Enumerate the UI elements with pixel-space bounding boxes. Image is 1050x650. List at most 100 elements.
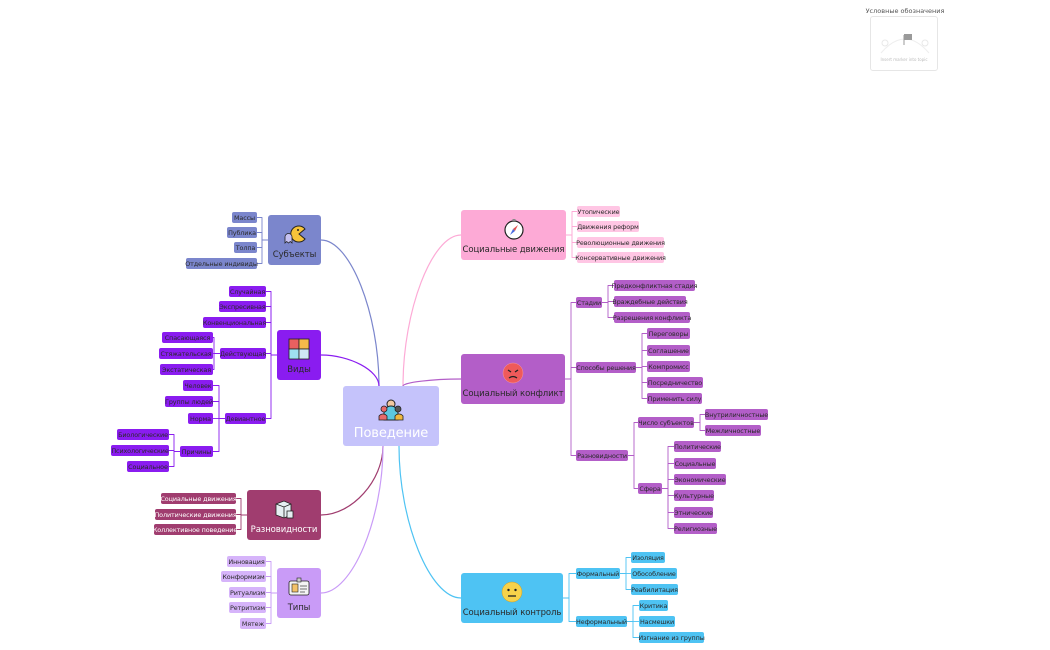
main-topic-types[interactable]: Типы (277, 568, 321, 618)
subtopic-branches-conflict-children-1-children-2[interactable]: Компромисс (647, 361, 690, 372)
subtopic-connector (628, 455, 638, 489)
topic-label: Причины (181, 447, 212, 456)
topic-label: Группы людей (165, 397, 213, 406)
subtopic-connector (636, 367, 647, 383)
subtopic-branches-subjects-children-0[interactable]: Массы (232, 212, 257, 223)
subtopic-branches-kinds-children-3-children-0[interactable]: Спасающаяся (162, 332, 213, 343)
subtopic-branches-conflict-children-1[interactable]: Способы решения (576, 362, 636, 373)
subtopic-branches-conflict-children-1-children-1[interactable]: Соглашение (647, 345, 690, 356)
topic-label: Реабилитация (631, 585, 678, 594)
subtopic-branches-conflict-children-2-children-1-children-5[interactable]: Религиозные (674, 523, 717, 534)
subtopic-branches-conflict-children-0-children-1[interactable]: Враждебные действия (612, 296, 688, 307)
subtopic-branches-conflict-children-2-children-0-children-0[interactable]: Внутриличностные (705, 409, 768, 420)
subtopic-branches-control-children-0-children-2[interactable]: Реабилитация (631, 584, 678, 595)
subtopic-branches-conflict-children-0-children-0[interactable]: Предконфликтная стадия (612, 280, 698, 291)
subtopic-branches-kinds-children-4-children-2[interactable]: Норма (188, 413, 213, 424)
central-topic[interactable]: Поведение (343, 386, 439, 446)
topic-label: Внутриличностные (704, 410, 769, 419)
subtopic-branches-control-children-0-children-1[interactable]: Обособление (631, 568, 677, 579)
subtopic-branches-kinds-children-4-children-3-children-1[interactable]: Психологические (111, 445, 169, 456)
topic-label: Соглашение (648, 346, 689, 355)
topic-label: Типы (287, 603, 311, 613)
subtopic-connector (563, 573, 576, 599)
branch-connector (320, 354, 380, 387)
subtopic-branches-types-children-3[interactable]: Ретритизм (229, 602, 266, 613)
subtopic-branches-kinds-children-4-children-3-children-0[interactable]: Биологические (117, 429, 169, 440)
subtopic-branches-movements-children-3[interactable]: Консервативные движения (575, 252, 666, 263)
subtopic-branches-conflict-children-2-children-0[interactable]: Число субъектов (638, 417, 694, 428)
subtopic-branches-control-children-0-children-0[interactable]: Изоляция (631, 552, 665, 563)
puzzle-icon (288, 338, 310, 360)
subtopic-branches-conflict-children-2-children-1-children-3[interactable]: Культурные (674, 490, 714, 501)
subtopic-branches-kinds-children-4-children-1[interactable]: Группы людей (165, 396, 213, 407)
subtopic-branches-types-children-2[interactable]: Ритуализм (229, 587, 266, 598)
subtopic-branches-subjects-children-2[interactable]: Толпа (234, 242, 257, 253)
subtopic-branches-conflict-children-2[interactable]: Разновидности (576, 450, 628, 461)
subtopic-branches-subjects-children-3[interactable]: Отдельные индивиды (185, 258, 258, 269)
subtopic-branches-conflict-children-0[interactable]: Стадии (576, 297, 602, 308)
subtopic-connector (257, 217, 268, 241)
subtopic-branches-conflict-children-2-children-1-children-1[interactable]: Социальные (674, 458, 716, 469)
subtopic-branches-conflict-children-1-children-0[interactable]: Переговоры (647, 328, 690, 339)
subtopic-branches-types-children-4[interactable]: Мятеж (240, 618, 266, 629)
subtopic-branches-control-children-1[interactable]: Неформальный (576, 616, 627, 627)
subtopic-branches-conflict-children-2-children-0-children-1[interactable]: Межличностные (705, 425, 761, 436)
subtopic-connector (257, 239, 268, 248)
subtopic-connector (266, 592, 277, 624)
subtopic-branches-control-children-1-children-2[interactable]: Изгнание из группы (638, 632, 705, 643)
subtopic-branches-kinds-children-4-children-3-children-2[interactable]: Социальное (127, 461, 169, 472)
topic-label: Разновидности (577, 451, 627, 460)
subtopic-branches-kinds-children-2[interactable]: Конвенциональная (203, 317, 266, 328)
subtopic-branches-kinds-children-4-children-3[interactable]: Причины (180, 446, 213, 457)
subtopic-branches-kinds-children-3[interactable]: Действующая (220, 348, 266, 359)
subtopic-branches-movements-children-1[interactable]: Движения реформ (577, 221, 639, 232)
subtopic-connector (266, 592, 277, 608)
topic-label: Изоляция (632, 553, 664, 562)
legend-panel[interactable]: Insert marker into topic (870, 16, 938, 71)
subtopic-branches-conflict-children-2-children-1-children-4[interactable]: Этнические (674, 507, 713, 518)
subtopic-branches-varieties-children-2[interactable]: Коллективное поведение (153, 524, 237, 535)
main-topic-control[interactable]: Социальный контроль (461, 573, 563, 623)
subtopic-branches-types-children-1[interactable]: Конформизм (221, 571, 266, 582)
subtopic-branches-types-children-0[interactable]: Инновация (227, 556, 266, 567)
subtopic-branches-control-children-1-children-0[interactable]: Критика (639, 600, 668, 611)
topic-label: Политические движения (154, 510, 237, 519)
main-topic-kinds[interactable]: Виды (277, 330, 321, 380)
topic-label: Неформальный (576, 617, 627, 626)
subtopic-branches-conflict-children-1-children-3[interactable]: Посредничество (647, 377, 703, 388)
people-icon (378, 396, 404, 422)
main-topic-varieties[interactable]: Разновидности (247, 490, 321, 540)
id-card-icon (288, 576, 310, 598)
topic-label: Субъекты (272, 250, 317, 260)
branch-connector (320, 239, 380, 387)
main-topic-conflict[interactable]: Социальный конфликт (461, 354, 565, 404)
subtopic-branches-movements-children-2[interactable]: Революционные движения (576, 237, 665, 248)
subtopic-branches-conflict-children-1-children-4[interactable]: Применить силу (647, 393, 702, 404)
subtopic-branches-kinds-children-1[interactable]: Экспресивная (219, 301, 266, 312)
subtopic-branches-subjects-children-1[interactable]: Публика (227, 227, 257, 238)
subtopic-branches-conflict-children-0-children-2[interactable]: Разрешения конфликта (612, 312, 692, 323)
subtopic-branches-conflict-children-2-children-1[interactable]: Сфера (638, 483, 662, 494)
subtopic-branches-movements-children-0[interactable]: Утопические (577, 206, 620, 217)
subtopic-branches-kinds-children-3-children-1[interactable]: Стяжательская (159, 348, 213, 359)
main-topic-subjects[interactable]: Субъекты (268, 215, 321, 265)
subtopic-branches-kinds-children-0[interactable]: Случайная (229, 286, 266, 297)
subtopic-branches-kinds-children-4-children-0[interactable]: Человек (183, 380, 213, 391)
subtopic-branches-control-children-1-children-1[interactable]: Насмешки (639, 616, 675, 627)
subtopic-connector (620, 557, 631, 574)
subtopic-branches-varieties-children-0[interactable]: Социальные движения (160, 493, 237, 504)
branch-connector (402, 234, 462, 387)
main-topic-movements[interactable]: Социальные движения (461, 210, 566, 260)
subtopic-branches-kinds-children-3-children-2[interactable]: Экстатическая (160, 364, 213, 375)
pacman-icon (284, 223, 306, 245)
topic-label: Толпа (235, 243, 256, 252)
subtopic-branches-conflict-children-2-children-1-children-2[interactable]: Экономические (674, 474, 726, 485)
subtopic-branches-kinds-children-4[interactable]: Девиантное (225, 413, 266, 424)
subtopic-branches-conflict-children-2-children-1-children-0[interactable]: Политические (674, 441, 721, 452)
topic-label: Разрешения конфликта (612, 313, 692, 322)
topic-label: Массы (233, 213, 255, 222)
subtopic-branches-varieties-children-1[interactable]: Политические движения (154, 509, 237, 520)
subtopic-branches-control-children-0[interactable]: Формальный (576, 568, 620, 579)
topic-label: Обособление (632, 569, 676, 578)
subtopic-connector (563, 597, 576, 622)
